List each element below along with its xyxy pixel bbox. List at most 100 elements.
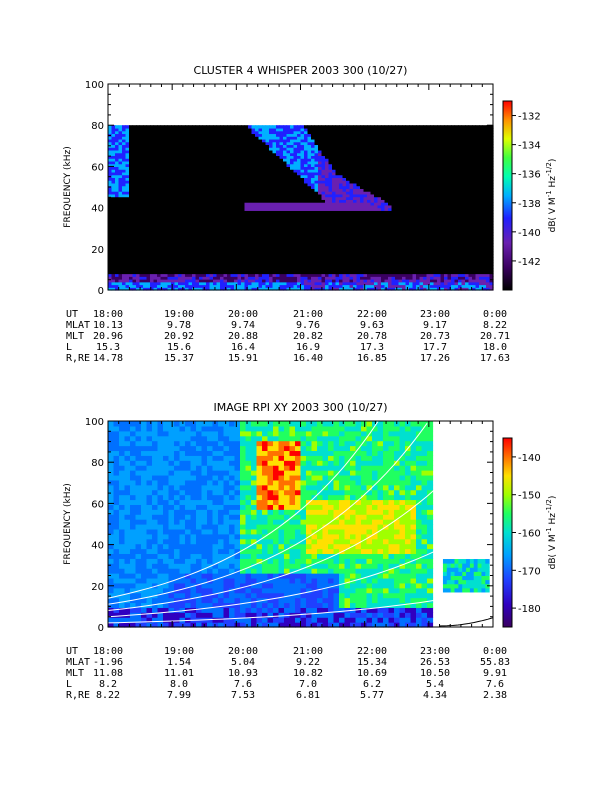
- ephemeris-value: 7.6: [486, 679, 504, 690]
- ephemeris-row-label: R,RE: [66, 353, 90, 364]
- y-tick-label: 20: [91, 245, 104, 256]
- ephemeris-value: 11.08: [93, 668, 123, 679]
- ephemeris-row-label: MLT: [66, 331, 84, 342]
- ephemeris-value: 4.34: [423, 690, 447, 701]
- ephemeris-value: 16.40: [293, 353, 323, 364]
- y-tick-label: 60: [91, 499, 104, 510]
- colorbar-tick-label: -136: [518, 170, 541, 181]
- ephemeris-value: 8.22: [483, 320, 507, 331]
- ephemeris-value: 9.91: [483, 668, 507, 679]
- ephemeris-value: 10.50: [420, 668, 450, 679]
- y-tick-label: 40: [91, 541, 104, 552]
- ephemeris-value: 18.0: [483, 342, 507, 353]
- ephemeris-value: 5.77: [360, 690, 384, 701]
- ephemeris-value: 16.4: [231, 342, 255, 353]
- panel-1: CLUSTER 4 WHISPER 2003 300 (10/27) 0 20 40 6…: [63, 64, 558, 364]
- ephemeris-value: 15.37: [164, 353, 194, 364]
- ephemeris-value: 7.99: [167, 690, 191, 701]
- ephemeris-value: 7.0: [299, 679, 317, 690]
- y-tick-label: 80: [91, 121, 104, 132]
- ephemeris-value: 9.76: [296, 320, 320, 331]
- ephemeris-value: 17.3: [360, 342, 384, 353]
- ephemeris-value: 1.54: [167, 657, 191, 668]
- chart-title: IMAGE RPI XY 2003 300 (10/27): [213, 401, 387, 414]
- colorbar-label: dB( V M-1 Hz-1/2): [545, 159, 558, 233]
- ephemeris-value: 9.17: [423, 320, 447, 331]
- ephemeris-value: 15.6: [167, 342, 191, 353]
- ephemeris-row-label: MLT: [66, 668, 84, 679]
- ephemeris-value: 9.74: [231, 320, 255, 331]
- ephemeris-value: 26.53: [420, 657, 450, 668]
- ephemeris-row-label: UT: [66, 646, 78, 657]
- colorbar-tick-label: -142: [518, 257, 541, 268]
- ephemeris-value: 0:00: [483, 646, 507, 657]
- ephemeris-value: 14.78: [93, 353, 123, 364]
- colorbar-tick-label: -160: [518, 529, 541, 540]
- ephemeris-value: 5.04: [231, 657, 255, 668]
- ephemeris-value: 10.69: [357, 668, 387, 679]
- ephemeris-value: 8.22: [96, 690, 120, 701]
- panel-2: IMAGE RPI XY 2003 300 (10/27) 0 20 40 60 80 10…: [63, 401, 558, 701]
- ephemeris-value: 20.92: [164, 331, 194, 342]
- ephemeris-value: 16.85: [357, 353, 387, 364]
- ephemeris-value: 8.2: [99, 679, 117, 690]
- ephemeris-value: 2.38: [483, 690, 507, 701]
- ephemeris-row-label: UT: [66, 309, 78, 320]
- spectrogram: [108, 125, 494, 291]
- colorbar-tick-label: -170: [518, 566, 541, 577]
- colorbar-tick-label: -140: [518, 453, 541, 464]
- ephemeris-value: 55.83: [480, 657, 510, 668]
- ephemeris-value: 18:00: [93, 646, 123, 657]
- colorbar-label: dB( V M-1 Hz-1/2): [545, 496, 558, 570]
- ephemeris-value: 6.81: [296, 690, 320, 701]
- ephemeris-value: 17.26: [420, 353, 450, 364]
- ephemeris-row-label: L: [66, 342, 72, 353]
- ephemeris-value: 19:00: [164, 646, 194, 657]
- ephemeris-value: -1.96: [93, 657, 123, 668]
- ephemeris-row-label: MLAT: [66, 320, 90, 331]
- ephemeris-value: 16.9: [296, 342, 320, 353]
- ephemeris-value: 9.22: [296, 657, 320, 668]
- ephemeris-value: 0:00: [483, 309, 507, 320]
- colorbar-tick-label: -150: [518, 491, 541, 502]
- ephemeris-value: 20.88: [228, 331, 258, 342]
- ephemeris-value: 9.63: [360, 320, 384, 331]
- colorbar-tick-label: -134: [518, 141, 541, 152]
- ephemeris-row-label: R,RE: [66, 690, 90, 701]
- colorbar-tick-label: -132: [518, 112, 541, 123]
- ephemeris-value: 23:00: [420, 646, 450, 657]
- cutoff-curves: [107, 421, 494, 627]
- ephemeris-value: 15.91: [228, 353, 258, 364]
- ephemeris-value: 10.82: [293, 668, 323, 679]
- ephemeris-value: 22:00: [357, 309, 387, 320]
- ephemeris-value: 15.3: [96, 342, 120, 353]
- y-tick-label: 100: [85, 80, 104, 91]
- y-tick-label: 0: [98, 623, 104, 634]
- ephemeris-value: 19:00: [164, 309, 194, 320]
- ephemeris-table: UT 18:00 19:00 20:00 21:00 22:00 23:00 0:00 MLAT…: [66, 309, 510, 364]
- colorbar-tick-label: -138: [518, 199, 541, 210]
- ephemeris-value: 21:00: [293, 309, 323, 320]
- ephemeris-value: 10.93: [228, 668, 258, 679]
- colorbar: -132 -134 -136 -138 -140 -142 dB( V M-1 Hz-1/2…: [502, 100, 558, 291]
- colorbar-tick-label: -140: [518, 228, 541, 239]
- colorbar: -140 -150 -160 -170 -180 dB( V M-1 Hz-1/2): [502, 437, 558, 628]
- ephemeris-row-label: L: [66, 679, 72, 690]
- chart-title: CLUSTER 4 WHISPER 2003 300 (10/27): [194, 64, 408, 77]
- y-tick-label: 20: [91, 582, 104, 593]
- ephemeris-value: 6.2: [363, 679, 381, 690]
- ephemeris-value: 20.96: [93, 331, 123, 342]
- ephemeris-value: 18:00: [93, 309, 123, 320]
- ephemeris-value: 20.82: [293, 331, 323, 342]
- ephemeris-value: 8.0: [170, 679, 188, 690]
- ephemeris-value: 17.63: [480, 353, 510, 364]
- ephemeris-value: 20:00: [228, 309, 258, 320]
- ephemeris-row-label: MLAT: [66, 657, 90, 668]
- spectrogram: [108, 421, 490, 628]
- ephemeris-value: 5.4: [426, 679, 444, 690]
- ephemeris-value: 17.7: [423, 342, 447, 353]
- y-axis-label: FREQUENCY (kHz): [63, 146, 73, 227]
- ephemeris-value: 20:00: [228, 646, 258, 657]
- ephemeris-value: 9.78: [167, 320, 191, 331]
